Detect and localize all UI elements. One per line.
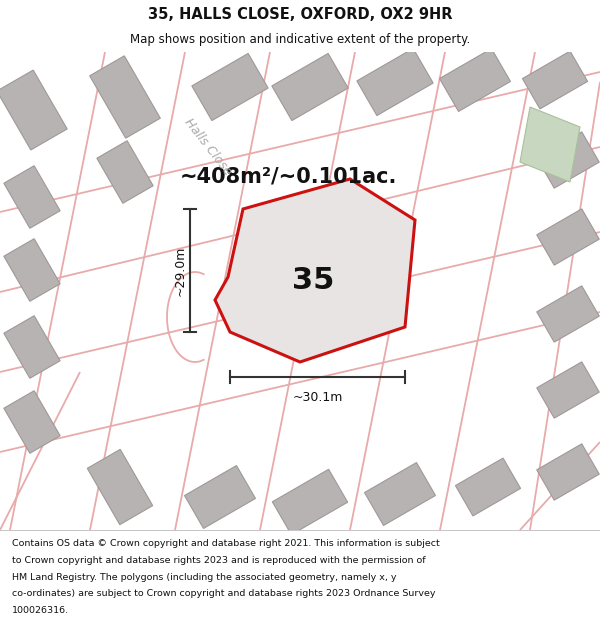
Polygon shape xyxy=(537,444,599,500)
Text: Map shows position and indicative extent of the property.: Map shows position and indicative extent… xyxy=(130,32,470,46)
Polygon shape xyxy=(272,469,347,535)
Text: 35: 35 xyxy=(292,266,334,295)
Text: ~29.0m: ~29.0m xyxy=(173,245,187,296)
Polygon shape xyxy=(520,107,580,182)
Text: Contains OS data © Crown copyright and database right 2021. This information is : Contains OS data © Crown copyright and d… xyxy=(12,539,440,549)
Text: Halls Close: Halls Close xyxy=(182,116,234,178)
Text: to Crown copyright and database rights 2023 and is reproduced with the permissio: to Crown copyright and database rights 2… xyxy=(12,556,425,565)
Polygon shape xyxy=(0,70,67,150)
Polygon shape xyxy=(272,53,348,121)
Polygon shape xyxy=(365,462,436,526)
Text: co-ordinates) are subject to Crown copyright and database rights 2023 Ordnance S: co-ordinates) are subject to Crown copyr… xyxy=(12,589,436,598)
Text: 100026316.: 100026316. xyxy=(12,606,69,615)
Polygon shape xyxy=(537,209,599,265)
Text: ~408m²/~0.101ac.: ~408m²/~0.101ac. xyxy=(180,167,397,187)
Polygon shape xyxy=(455,458,521,516)
Polygon shape xyxy=(537,132,599,188)
Polygon shape xyxy=(89,56,160,138)
Polygon shape xyxy=(4,316,60,378)
Polygon shape xyxy=(185,466,256,529)
Polygon shape xyxy=(4,391,60,453)
Polygon shape xyxy=(440,49,511,111)
Text: 35, HALLS CLOSE, OXFORD, OX2 9HR: 35, HALLS CLOSE, OXFORD, OX2 9HR xyxy=(148,7,452,22)
Text: ~30.1m: ~30.1m xyxy=(292,391,343,404)
Polygon shape xyxy=(357,48,433,116)
Polygon shape xyxy=(87,449,153,524)
Polygon shape xyxy=(537,286,599,342)
Polygon shape xyxy=(537,362,599,418)
Text: HM Land Registry. The polygons (including the associated geometry, namely x, y: HM Land Registry. The polygons (includin… xyxy=(12,572,397,582)
Polygon shape xyxy=(97,141,153,203)
Polygon shape xyxy=(523,51,587,109)
Polygon shape xyxy=(215,179,415,362)
Polygon shape xyxy=(4,239,60,301)
Polygon shape xyxy=(4,166,60,228)
Polygon shape xyxy=(192,53,268,121)
